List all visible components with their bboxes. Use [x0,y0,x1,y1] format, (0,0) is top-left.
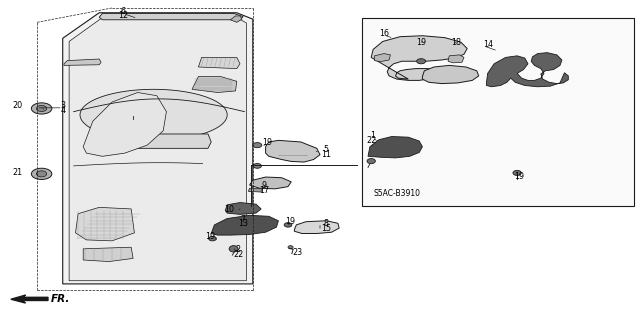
Text: 8: 8 [324,219,329,228]
Ellipse shape [31,103,52,114]
Text: 21: 21 [12,168,22,177]
Polygon shape [83,247,133,262]
Text: 6: 6 [120,7,125,16]
Polygon shape [448,55,464,63]
Text: 2: 2 [236,245,241,254]
Text: 12: 12 [118,11,128,20]
Ellipse shape [288,246,293,249]
Text: 19: 19 [416,38,426,47]
Bar [362,18,634,206]
Text: 4: 4 [60,106,65,115]
Polygon shape [250,177,291,189]
Text: 18: 18 [451,38,461,47]
Text: 5: 5 [324,145,329,154]
Polygon shape [125,134,211,148]
Text: 19: 19 [205,232,215,241]
Polygon shape [230,16,242,22]
Text: 9: 9 [262,181,267,190]
Polygon shape [64,59,101,65]
Text: 19: 19 [515,172,525,181]
Text: S5AC-B3910: S5AC-B3910 [373,189,420,198]
Text: 22: 22 [366,136,376,145]
Text: 13: 13 [238,219,248,228]
Polygon shape [371,36,467,80]
Polygon shape [80,89,227,140]
Ellipse shape [284,223,292,227]
Text: 11: 11 [321,150,332,159]
Ellipse shape [253,163,262,168]
Ellipse shape [229,246,238,252]
Ellipse shape [31,168,52,180]
Text: 19: 19 [262,138,273,147]
Polygon shape [69,18,246,281]
Polygon shape [225,203,261,214]
Polygon shape [248,188,262,192]
Polygon shape [374,54,390,62]
Polygon shape [192,77,237,93]
Text: 3: 3 [60,101,65,110]
Ellipse shape [125,107,141,116]
Polygon shape [63,13,253,284]
Ellipse shape [417,59,426,64]
Text: 14: 14 [483,40,493,48]
Ellipse shape [513,170,521,175]
Text: FR.: FR. [51,294,70,304]
Polygon shape [422,65,479,84]
Polygon shape [368,137,422,158]
Polygon shape [99,13,243,20]
Ellipse shape [129,109,138,114]
Text: 19: 19 [285,217,295,226]
Polygon shape [76,207,134,241]
Text: 23: 23 [292,248,303,257]
Ellipse shape [253,143,262,148]
Polygon shape [11,295,48,303]
Polygon shape [486,53,568,87]
Text: 1: 1 [370,131,375,140]
Text: 15: 15 [321,224,332,233]
Text: 17: 17 [259,186,269,195]
Polygon shape [83,93,166,156]
Ellipse shape [36,105,47,112]
Polygon shape [294,221,339,234]
Polygon shape [198,57,240,69]
Text: 10: 10 [224,205,234,214]
Polygon shape [211,215,278,235]
Text: 20: 20 [12,101,22,110]
Ellipse shape [367,159,375,164]
Ellipse shape [36,171,47,177]
Polygon shape [266,140,320,162]
Text: 22: 22 [233,250,243,259]
Text: 16: 16 [379,29,389,38]
Ellipse shape [209,236,216,241]
Text: 7: 7 [241,215,246,224]
